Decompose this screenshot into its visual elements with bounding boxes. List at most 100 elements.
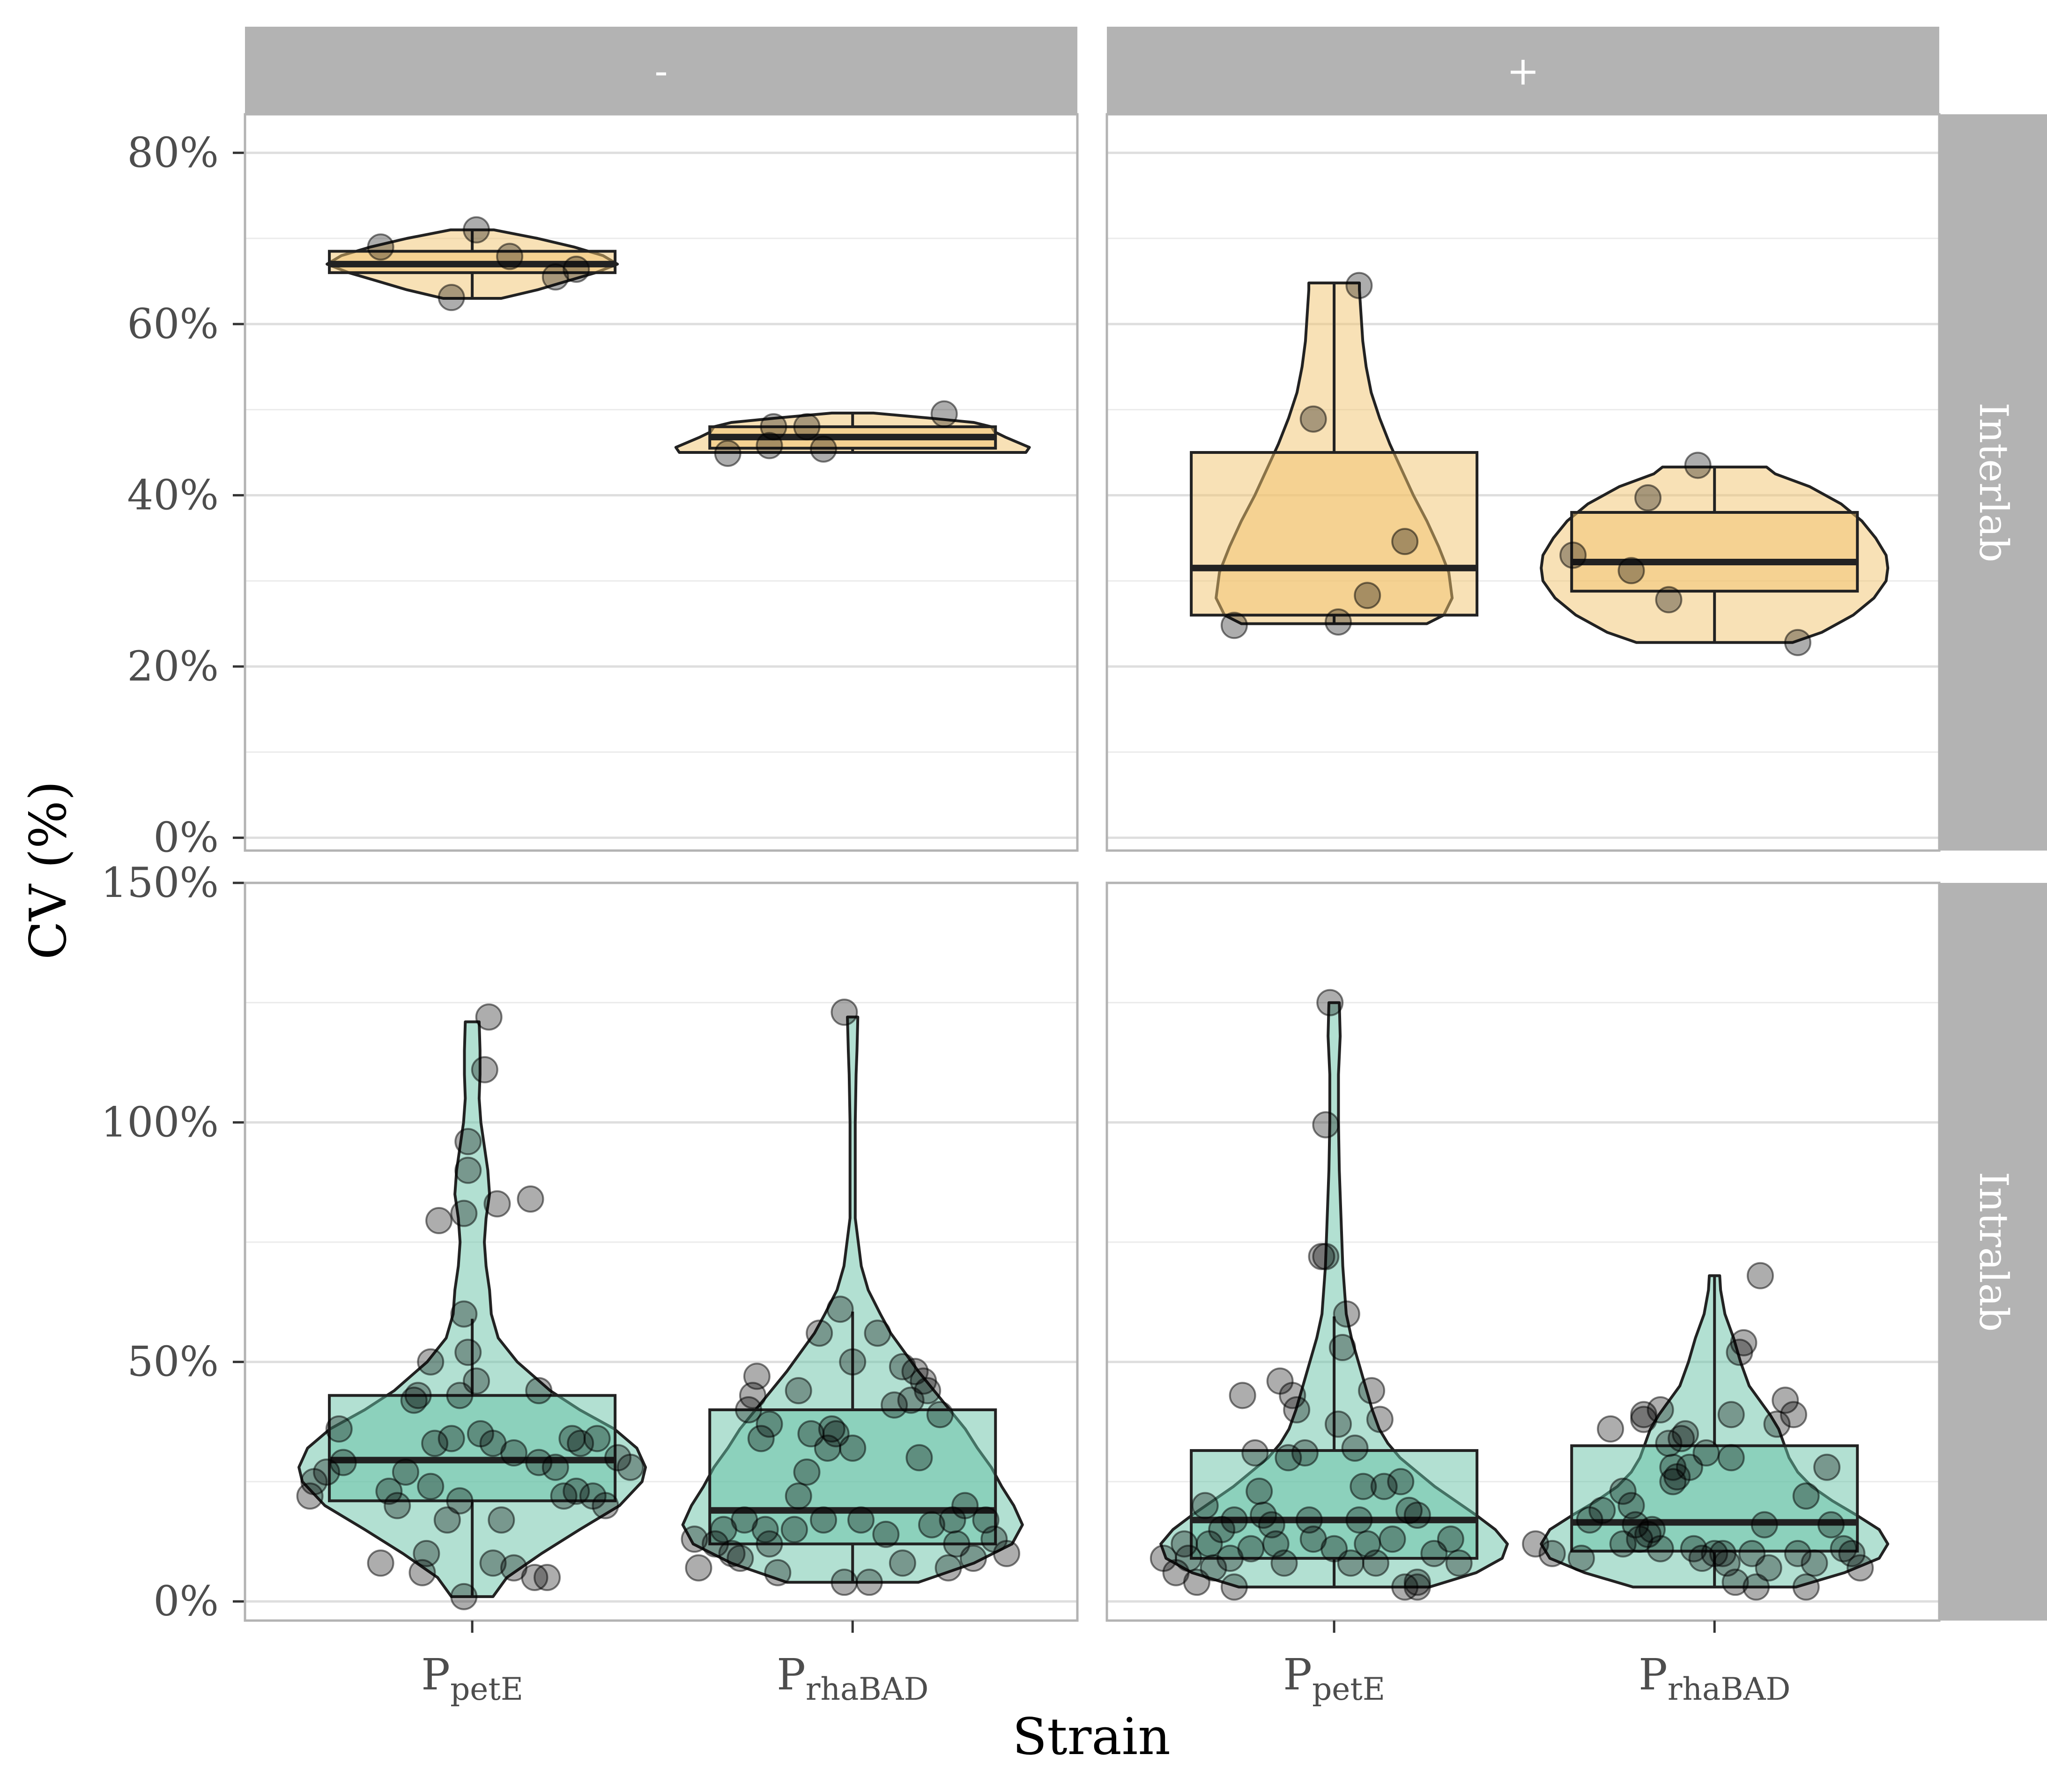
data-point bbox=[1237, 1535, 1265, 1562]
data-point bbox=[541, 263, 569, 291]
column-strip-label: - bbox=[654, 48, 668, 94]
panel-intralab-plus bbox=[1105, 881, 1941, 1622]
data-point bbox=[1522, 1530, 1550, 1558]
data-point bbox=[897, 1386, 925, 1414]
data-point bbox=[1358, 1377, 1386, 1405]
data-point bbox=[1838, 1540, 1866, 1567]
data-point bbox=[1763, 1410, 1791, 1438]
data-point bbox=[889, 1353, 916, 1380]
data-point bbox=[1784, 629, 1811, 656]
data-point bbox=[1345, 272, 1373, 299]
data-point bbox=[1692, 1439, 1720, 1467]
data-point bbox=[463, 216, 490, 244]
data-point bbox=[959, 1545, 987, 1572]
data-point bbox=[864, 1319, 891, 1347]
data-point bbox=[914, 1377, 942, 1405]
data-point bbox=[1672, 1420, 1699, 1448]
data-point bbox=[918, 1511, 946, 1539]
data-point bbox=[454, 1128, 482, 1155]
data-point bbox=[329, 1449, 357, 1476]
data-point bbox=[534, 1563, 561, 1591]
data-point bbox=[1270, 1549, 1298, 1577]
row-strip-label: Intralab bbox=[1971, 1172, 2017, 1332]
data-point bbox=[905, 1444, 933, 1472]
data-point bbox=[1597, 1415, 1624, 1443]
data-point bbox=[1175, 1545, 1202, 1572]
panel-background bbox=[245, 114, 1077, 851]
data-point bbox=[384, 1492, 411, 1519]
data-point bbox=[500, 1439, 527, 1467]
data-point bbox=[1567, 1545, 1595, 1572]
data-point bbox=[727, 1545, 754, 1572]
data-point bbox=[404, 1382, 432, 1409]
data-point bbox=[1275, 1444, 1302, 1472]
data-point bbox=[417, 1348, 445, 1376]
data-point bbox=[1362, 1549, 1389, 1577]
data-point bbox=[1328, 1334, 1356, 1362]
data-point bbox=[855, 1569, 883, 1596]
column-strip-minus bbox=[245, 27, 1077, 114]
row-strip-interlab bbox=[1939, 114, 2047, 851]
data-point bbox=[1792, 1573, 1820, 1601]
panel-intralab-minus bbox=[244, 881, 1079, 1622]
data-point bbox=[583, 1425, 611, 1452]
data-point bbox=[525, 1377, 553, 1405]
data-point bbox=[421, 1429, 449, 1457]
data-point bbox=[1588, 1496, 1616, 1524]
data-point bbox=[1792, 1482, 1820, 1510]
data-point bbox=[1755, 1554, 1782, 1582]
data-point bbox=[438, 284, 465, 311]
data-point bbox=[1746, 1262, 1774, 1289]
data-point bbox=[1246, 1477, 1273, 1505]
x-tick-label: PrhaBAD bbox=[1639, 1650, 1790, 1707]
data-point bbox=[313, 1458, 341, 1486]
data-point bbox=[839, 1348, 867, 1376]
y-tick-label: 40% bbox=[127, 471, 219, 519]
data-point bbox=[810, 1506, 838, 1534]
data-point bbox=[1717, 1444, 1745, 1472]
x-axis-title: Strain bbox=[1012, 1708, 1171, 1766]
data-point bbox=[450, 1200, 478, 1227]
panel-border bbox=[244, 113, 1079, 852]
data-point bbox=[934, 1554, 962, 1582]
data-point bbox=[847, 1506, 875, 1534]
data-point bbox=[592, 1492, 619, 1519]
data-point bbox=[785, 1482, 812, 1510]
data-point bbox=[810, 435, 838, 463]
data-point bbox=[1646, 1396, 1674, 1423]
y-tick-label: 60% bbox=[127, 300, 219, 348]
data-point bbox=[563, 1477, 590, 1505]
box-PrhaBAD bbox=[1570, 511, 1859, 593]
data-point bbox=[1780, 1401, 1808, 1429]
data-point bbox=[567, 1429, 594, 1457]
row-strip-intralab bbox=[1939, 883, 2047, 1621]
data-point bbox=[1801, 1549, 1828, 1577]
data-point bbox=[1772, 1386, 1799, 1414]
column-strip-label: + bbox=[1506, 48, 1539, 94]
data-point bbox=[450, 1300, 478, 1328]
y-tick-label: 0% bbox=[153, 814, 219, 862]
data-point bbox=[826, 1296, 854, 1323]
data-point bbox=[747, 1425, 775, 1452]
data-point bbox=[1191, 1492, 1219, 1519]
data-point bbox=[839, 1434, 867, 1462]
data-point bbox=[1655, 586, 1683, 614]
data-point bbox=[1391, 528, 1419, 555]
column-strip-plus bbox=[1107, 27, 1939, 114]
data-point bbox=[718, 1540, 746, 1567]
data-point bbox=[1617, 557, 1645, 585]
data-point bbox=[616, 1453, 644, 1481]
data-point bbox=[454, 1156, 482, 1184]
data-point bbox=[479, 1549, 507, 1577]
data-point bbox=[1312, 1243, 1340, 1270]
x-tick-label: PpetE bbox=[421, 1650, 523, 1707]
data-point bbox=[517, 1185, 544, 1213]
data-point bbox=[1312, 1111, 1340, 1139]
y-tick-label: 50% bbox=[127, 1338, 219, 1386]
data-point bbox=[1299, 405, 1327, 433]
data-point bbox=[1325, 1410, 1352, 1438]
box-PpetE bbox=[1190, 1449, 1479, 1560]
data-point bbox=[702, 1530, 729, 1558]
data-point bbox=[392, 1458, 419, 1486]
